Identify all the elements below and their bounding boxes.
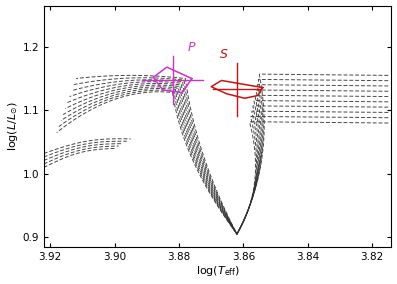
- Text: P: P: [188, 41, 196, 54]
- Text: S: S: [220, 48, 228, 60]
- X-axis label: $\log(T_{\rm eff})$: $\log(T_{\rm eff})$: [196, 264, 240, 278]
- Y-axis label: $\log(L/L_{\odot})$: $\log(L/L_{\odot})$: [6, 101, 19, 151]
